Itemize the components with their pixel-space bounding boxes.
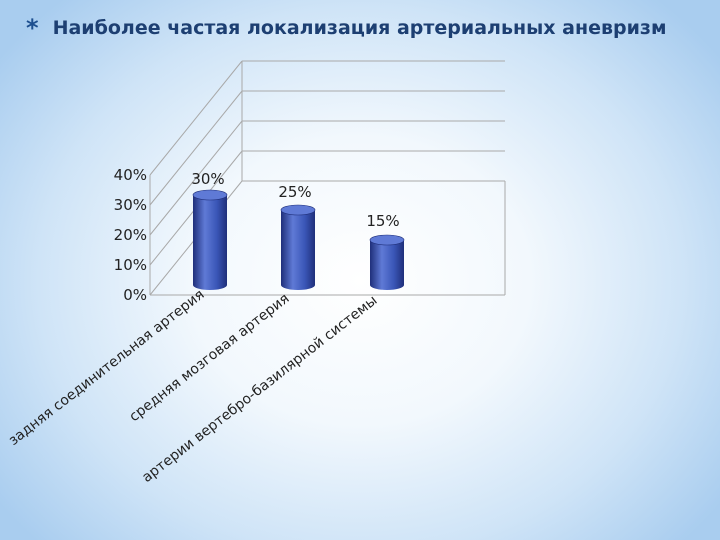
- y-tick-label: 0%: [123, 286, 147, 304]
- bar-top: [192, 189, 228, 201]
- data-label: 30%: [191, 170, 224, 188]
- bar: [370, 240, 404, 290]
- gridline-side: [149, 90, 243, 206]
- category-label: средняя мозговая артерия: [126, 291, 292, 426]
- bar-top: [369, 234, 405, 246]
- title-text: Наиболее частая локализация артериальных…: [52, 17, 667, 39]
- bar: [281, 210, 315, 290]
- gridline-side: [149, 120, 243, 236]
- title-bullet: *: [26, 14, 39, 42]
- y-tick-label: 40%: [114, 166, 147, 184]
- bar: [193, 195, 227, 290]
- data-label: 25%: [278, 183, 311, 201]
- bar-top: [280, 204, 316, 216]
- data-label: 15%: [366, 212, 399, 230]
- gridline-side: [149, 60, 243, 176]
- y-tick-label: 20%: [114, 226, 147, 244]
- slide-title: * Наиболее частая локализация артериальн…: [26, 12, 706, 44]
- y-tick-label: 30%: [114, 196, 147, 214]
- category-label: задняя соединительная артерия: [6, 287, 208, 449]
- y-tick-label: 10%: [114, 256, 147, 274]
